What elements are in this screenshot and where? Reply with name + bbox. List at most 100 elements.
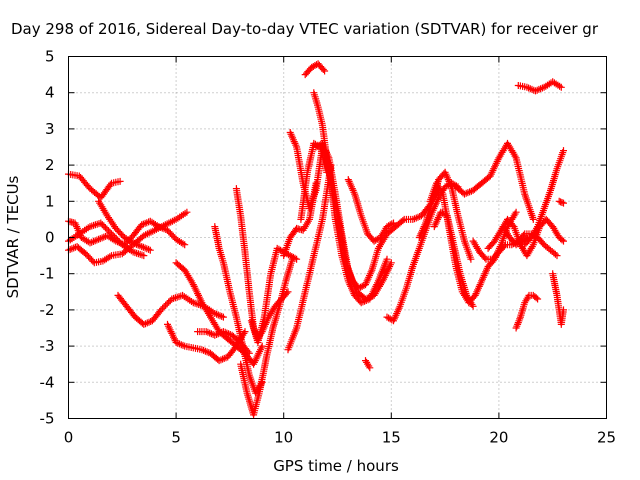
data-point [219, 313, 227, 321]
data-point [217, 356, 225, 364]
data-point [138, 221, 146, 229]
data-point [535, 85, 543, 93]
data-point [139, 243, 147, 251]
x-tick-label: 10 [274, 429, 293, 447]
data-point [100, 222, 108, 230]
data-point [129, 239, 137, 247]
data-point [157, 223, 165, 231]
data-point [216, 312, 224, 320]
x-tick-label: 0 [64, 429, 74, 447]
data-point [462, 189, 470, 197]
data-point [93, 236, 101, 244]
data-point [114, 236, 122, 244]
data-point [179, 341, 187, 349]
data-point [512, 208, 520, 216]
data-point [534, 295, 542, 303]
data-point [467, 255, 475, 263]
data-point [218, 312, 226, 320]
axis-ticks: 0 5 10 15 20 25 -5 -4 -3 -2 -1 0 1 2 3 4 5 [40, 48, 617, 447]
data-point [207, 330, 215, 338]
data-point [553, 252, 561, 260]
y-tick-label: -5 [40, 410, 55, 428]
data-point [388, 220, 396, 228]
x-tick-label: 15 [382, 429, 401, 447]
data-point [158, 224, 166, 232]
data-point [319, 66, 327, 73]
data-points [65, 60, 567, 419]
data-point [214, 330, 222, 338]
data-point [206, 329, 214, 337]
y-tick-label: -4 [40, 373, 55, 391]
y-tick-label: -3 [40, 337, 55, 355]
data-point [225, 330, 233, 338]
data-point [108, 230, 115, 238]
data-point [383, 255, 391, 263]
data-point [174, 339, 182, 347]
data-point [202, 328, 210, 336]
data-point [560, 306, 567, 314]
data-point [357, 299, 365, 307]
data-point [112, 235, 120, 242]
data-point [90, 238, 97, 245]
chart-title: Day 298 of 2016, Sidereal Day-to-day VTE… [11, 20, 599, 38]
data-point [177, 341, 185, 349]
data-point [500, 242, 508, 250]
data-point [203, 348, 211, 356]
data-point [106, 253, 114, 261]
data-point [140, 320, 148, 328]
data-point [560, 199, 567, 207]
data-point [560, 147, 567, 155]
data-point [163, 300, 171, 308]
data-point [162, 301, 170, 309]
data-point [165, 298, 173, 306]
data-point [115, 238, 123, 246]
data-point [141, 219, 149, 227]
data-point [146, 246, 154, 254]
data-point [365, 294, 373, 302]
data-point [551, 250, 559, 258]
data-point [106, 228, 114, 236]
y-tick-label: 1 [45, 192, 55, 210]
data-point [103, 225, 111, 233]
data-point [414, 213, 422, 221]
data-point [140, 252, 148, 260]
data-point [321, 67, 329, 75]
y-tick-label: 2 [45, 156, 55, 174]
data-point [86, 239, 94, 247]
y-tick-label: 4 [45, 84, 55, 102]
data-point [523, 83, 531, 91]
data-point [138, 243, 146, 251]
data-point [464, 189, 472, 197]
data-point [258, 342, 266, 350]
data-point [179, 240, 187, 248]
data-point [157, 306, 165, 314]
data-point [133, 240, 140, 248]
data-point [461, 190, 468, 198]
data-point [529, 215, 537, 223]
data-point [139, 220, 147, 228]
y-axis-title: SDTVAR / TECUs [4, 175, 22, 298]
data-point [533, 86, 541, 94]
data-point [293, 255, 301, 263]
data-point [109, 231, 117, 239]
data-point [481, 254, 489, 262]
data-point [412, 214, 420, 222]
data-point [469, 302, 477, 310]
y-tick-label: -2 [40, 301, 55, 319]
y-tick-label: -1 [40, 265, 55, 283]
data-point [201, 347, 209, 355]
x-tick-label: 20 [489, 429, 508, 447]
data-point [141, 244, 149, 252]
data-point [366, 364, 374, 372]
data-point [105, 227, 112, 235]
data-point [145, 318, 153, 326]
data-point [245, 349, 253, 357]
data-point [143, 319, 151, 327]
x-tick-label: 25 [597, 429, 616, 447]
data-point [183, 208, 191, 216]
data-point [134, 241, 142, 249]
data-point [558, 236, 566, 244]
data-point [560, 237, 567, 245]
x-axis-title: GPS time / hours [273, 457, 399, 475]
